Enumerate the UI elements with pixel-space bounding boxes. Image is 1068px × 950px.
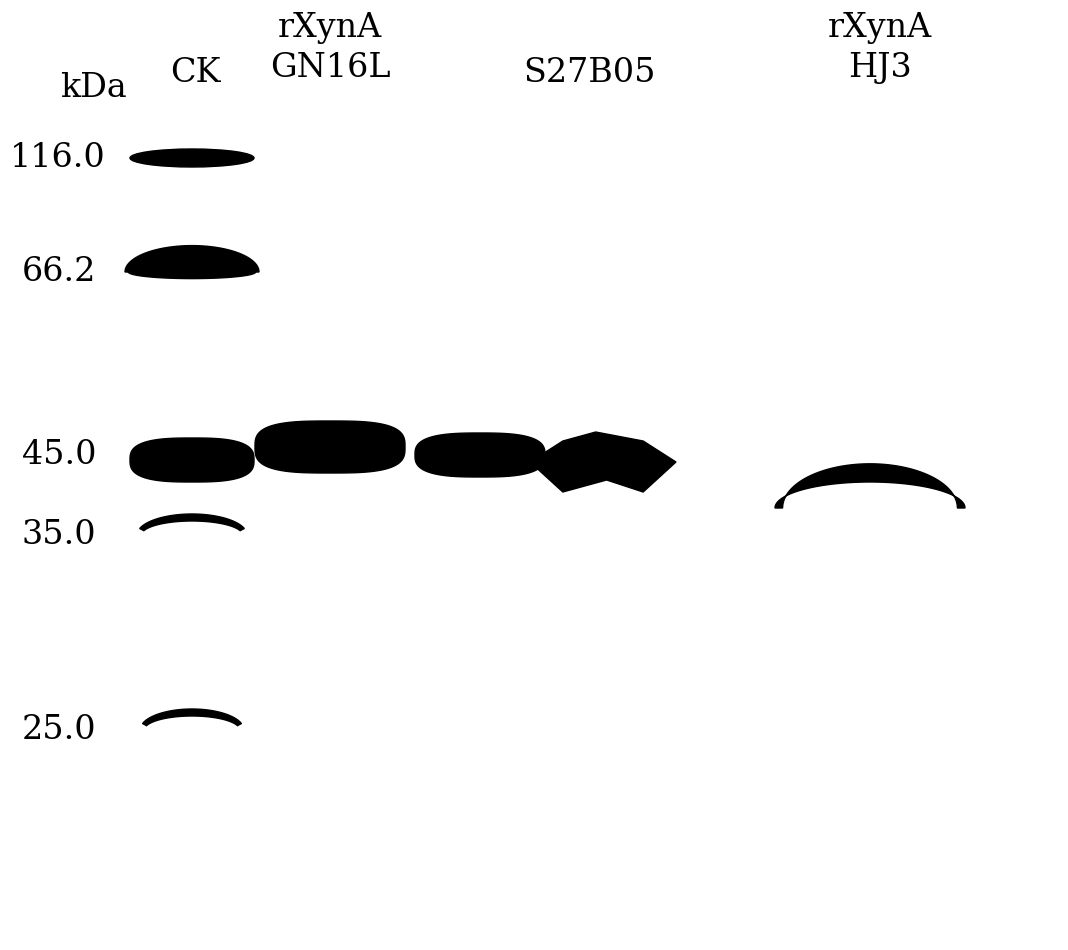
Text: S27B05: S27B05	[523, 57, 656, 89]
Text: kDa: kDa	[60, 72, 127, 104]
Polygon shape	[125, 246, 260, 278]
Polygon shape	[142, 709, 241, 726]
Polygon shape	[140, 514, 245, 531]
Polygon shape	[130, 438, 254, 482]
Text: rXynA: rXynA	[278, 12, 382, 44]
Text: 35.0: 35.0	[22, 519, 96, 551]
Polygon shape	[415, 433, 545, 477]
Polygon shape	[775, 464, 965, 508]
Polygon shape	[255, 421, 405, 473]
Text: GN16L: GN16L	[270, 52, 390, 84]
Text: 116.0: 116.0	[10, 142, 106, 174]
Text: rXynA: rXynA	[828, 12, 932, 44]
Polygon shape	[530, 432, 676, 492]
Text: 45.0: 45.0	[22, 439, 96, 471]
Ellipse shape	[130, 149, 254, 167]
Text: HJ3: HJ3	[848, 52, 912, 84]
Text: 66.2: 66.2	[22, 256, 96, 288]
Text: CK: CK	[170, 57, 220, 89]
Text: 25.0: 25.0	[22, 714, 96, 746]
